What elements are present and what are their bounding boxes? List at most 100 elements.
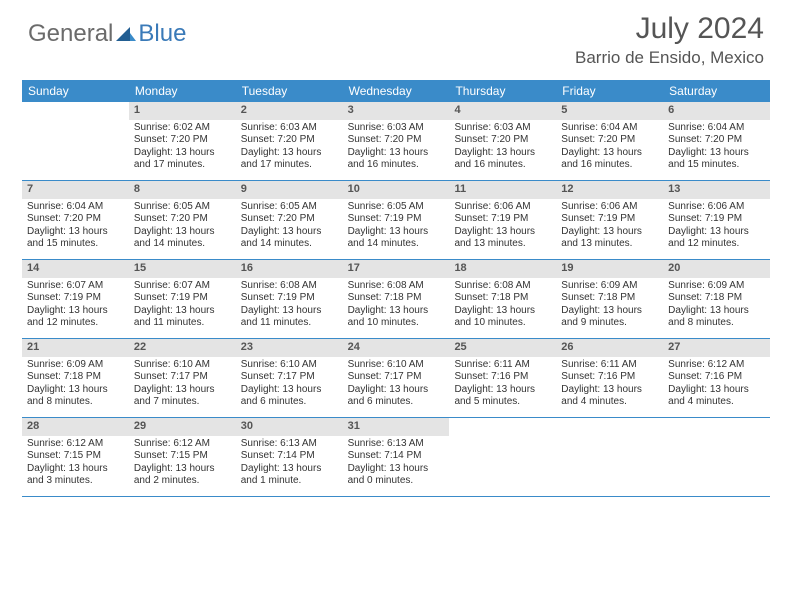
sunrise-text: Sunrise: 6:03 AM <box>454 122 551 135</box>
day-body: Sunrise: 6:03 AMSunset: 7:20 PMDaylight:… <box>343 120 450 176</box>
week-row: 28Sunrise: 6:12 AMSunset: 7:15 PMDayligh… <box>22 418 770 497</box>
sunset-text: Sunset: 7:17 PM <box>241 371 338 384</box>
day-body: Sunrise: 6:10 AMSunset: 7:17 PMDaylight:… <box>343 357 450 413</box>
daylight-text: Daylight: 13 hours and 16 minutes. <box>561 147 658 172</box>
day-cell: 3Sunrise: 6:03 AMSunset: 7:20 PMDaylight… <box>343 102 450 180</box>
sunrise-text: Sunrise: 6:08 AM <box>241 280 338 293</box>
day-number: 14 <box>22 260 129 278</box>
day-cell: 29Sunrise: 6:12 AMSunset: 7:15 PMDayligh… <box>129 418 236 496</box>
sunset-text: Sunset: 7:19 PM <box>454 213 551 226</box>
daylight-text: Daylight: 13 hours and 14 minutes. <box>134 226 231 251</box>
daylight-text: Daylight: 13 hours and 0 minutes. <box>348 463 445 488</box>
sunrise-text: Sunrise: 6:02 AM <box>134 122 231 135</box>
day-cell: 23Sunrise: 6:10 AMSunset: 7:17 PMDayligh… <box>236 339 343 417</box>
daylight-text: Daylight: 13 hours and 16 minutes. <box>454 147 551 172</box>
day-number: 20 <box>663 260 770 278</box>
day-body: Sunrise: 6:05 AMSunset: 7:19 PMDaylight:… <box>343 199 450 255</box>
day-body: Sunrise: 6:03 AMSunset: 7:20 PMDaylight:… <box>236 120 343 176</box>
week-row: 21Sunrise: 6:09 AMSunset: 7:18 PMDayligh… <box>22 339 770 418</box>
sunrise-text: Sunrise: 6:03 AM <box>348 122 445 135</box>
day-cell <box>663 418 770 496</box>
day-header: Friday <box>556 80 663 102</box>
day-number: 23 <box>236 339 343 357</box>
daylight-text: Daylight: 13 hours and 4 minutes. <box>668 384 765 409</box>
sunrise-text: Sunrise: 6:10 AM <box>134 359 231 372</box>
day-cell: 5Sunrise: 6:04 AMSunset: 7:20 PMDaylight… <box>556 102 663 180</box>
logo: General Blue <box>28 12 186 48</box>
day-number: 12 <box>556 181 663 199</box>
sunset-text: Sunset: 7:20 PM <box>241 134 338 147</box>
sunrise-text: Sunrise: 6:13 AM <box>241 438 338 451</box>
sunset-text: Sunset: 7:14 PM <box>241 450 338 463</box>
sunrise-text: Sunrise: 6:11 AM <box>561 359 658 372</box>
daylight-text: Daylight: 13 hours and 15 minutes. <box>27 226 124 251</box>
daylight-text: Daylight: 13 hours and 9 minutes. <box>561 305 658 330</box>
daylight-text: Daylight: 13 hours and 14 minutes. <box>348 226 445 251</box>
logo-text-blue: Blue <box>138 20 186 48</box>
week-row: 7Sunrise: 6:04 AMSunset: 7:20 PMDaylight… <box>22 181 770 260</box>
daylight-text: Daylight: 13 hours and 12 minutes. <box>668 226 765 251</box>
sunset-text: Sunset: 7:19 PM <box>241 292 338 305</box>
day-cell: 28Sunrise: 6:12 AMSunset: 7:15 PMDayligh… <box>22 418 129 496</box>
day-body: Sunrise: 6:13 AMSunset: 7:14 PMDaylight:… <box>236 436 343 492</box>
day-number: 11 <box>449 181 556 199</box>
day-cell: 17Sunrise: 6:08 AMSunset: 7:18 PMDayligh… <box>343 260 450 338</box>
day-body: Sunrise: 6:12 AMSunset: 7:15 PMDaylight:… <box>22 436 129 492</box>
sunset-text: Sunset: 7:18 PM <box>668 292 765 305</box>
sunset-text: Sunset: 7:15 PM <box>134 450 231 463</box>
daylight-text: Daylight: 13 hours and 13 minutes. <box>454 226 551 251</box>
sunrise-text: Sunrise: 6:13 AM <box>348 438 445 451</box>
sunrise-text: Sunrise: 6:05 AM <box>348 201 445 214</box>
day-cell: 2Sunrise: 6:03 AMSunset: 7:20 PMDaylight… <box>236 102 343 180</box>
day-header: Wednesday <box>343 80 450 102</box>
day-cell <box>556 418 663 496</box>
day-header: Sunday <box>22 80 129 102</box>
sunrise-text: Sunrise: 6:11 AM <box>454 359 551 372</box>
logo-triangle-icon <box>116 25 136 43</box>
logo-text-general: General <box>28 20 113 48</box>
day-number: 1 <box>129 102 236 120</box>
day-cell: 9Sunrise: 6:05 AMSunset: 7:20 PMDaylight… <box>236 181 343 259</box>
sunset-text: Sunset: 7:20 PM <box>134 134 231 147</box>
day-body: Sunrise: 6:06 AMSunset: 7:19 PMDaylight:… <box>663 199 770 255</box>
sunrise-text: Sunrise: 6:12 AM <box>27 438 124 451</box>
day-body: Sunrise: 6:10 AMSunset: 7:17 PMDaylight:… <box>129 357 236 413</box>
sunset-text: Sunset: 7:19 PM <box>348 213 445 226</box>
day-number: 19 <box>556 260 663 278</box>
day-body: Sunrise: 6:09 AMSunset: 7:18 PMDaylight:… <box>556 278 663 334</box>
sunset-text: Sunset: 7:20 PM <box>241 213 338 226</box>
sunset-text: Sunset: 7:17 PM <box>348 371 445 384</box>
day-body: Sunrise: 6:02 AMSunset: 7:20 PMDaylight:… <box>129 120 236 176</box>
day-body: Sunrise: 6:08 AMSunset: 7:18 PMDaylight:… <box>449 278 556 334</box>
daylight-text: Daylight: 13 hours and 5 minutes. <box>454 384 551 409</box>
day-cell: 22Sunrise: 6:10 AMSunset: 7:17 PMDayligh… <box>129 339 236 417</box>
daylight-text: Daylight: 13 hours and 17 minutes. <box>241 147 338 172</box>
day-cell: 25Sunrise: 6:11 AMSunset: 7:16 PMDayligh… <box>449 339 556 417</box>
sunset-text: Sunset: 7:16 PM <box>561 371 658 384</box>
day-body: Sunrise: 6:08 AMSunset: 7:18 PMDaylight:… <box>343 278 450 334</box>
sunset-text: Sunset: 7:19 PM <box>561 213 658 226</box>
daylight-text: Daylight: 13 hours and 17 minutes. <box>134 147 231 172</box>
day-number: 10 <box>343 181 450 199</box>
daylight-text: Daylight: 13 hours and 13 minutes. <box>561 226 658 251</box>
day-cell <box>22 102 129 180</box>
day-header: Monday <box>129 80 236 102</box>
sunrise-text: Sunrise: 6:12 AM <box>668 359 765 372</box>
sunset-text: Sunset: 7:15 PM <box>27 450 124 463</box>
sunset-text: Sunset: 7:16 PM <box>454 371 551 384</box>
sunrise-text: Sunrise: 6:04 AM <box>668 122 765 135</box>
sunrise-text: Sunrise: 6:06 AM <box>668 201 765 214</box>
day-cell: 19Sunrise: 6:09 AMSunset: 7:18 PMDayligh… <box>556 260 663 338</box>
daylight-text: Daylight: 13 hours and 4 minutes. <box>561 384 658 409</box>
day-cell: 21Sunrise: 6:09 AMSunset: 7:18 PMDayligh… <box>22 339 129 417</box>
day-body: Sunrise: 6:05 AMSunset: 7:20 PMDaylight:… <box>129 199 236 255</box>
sunrise-text: Sunrise: 6:08 AM <box>454 280 551 293</box>
day-body: Sunrise: 6:11 AMSunset: 7:16 PMDaylight:… <box>556 357 663 413</box>
sunrise-text: Sunrise: 6:07 AM <box>134 280 231 293</box>
daylight-text: Daylight: 13 hours and 10 minutes. <box>348 305 445 330</box>
day-headers-row: Sunday Monday Tuesday Wednesday Thursday… <box>22 80 770 102</box>
day-number: 29 <box>129 418 236 436</box>
sunrise-text: Sunrise: 6:09 AM <box>27 359 124 372</box>
day-cell: 27Sunrise: 6:12 AMSunset: 7:16 PMDayligh… <box>663 339 770 417</box>
day-body: Sunrise: 6:04 AMSunset: 7:20 PMDaylight:… <box>22 199 129 255</box>
